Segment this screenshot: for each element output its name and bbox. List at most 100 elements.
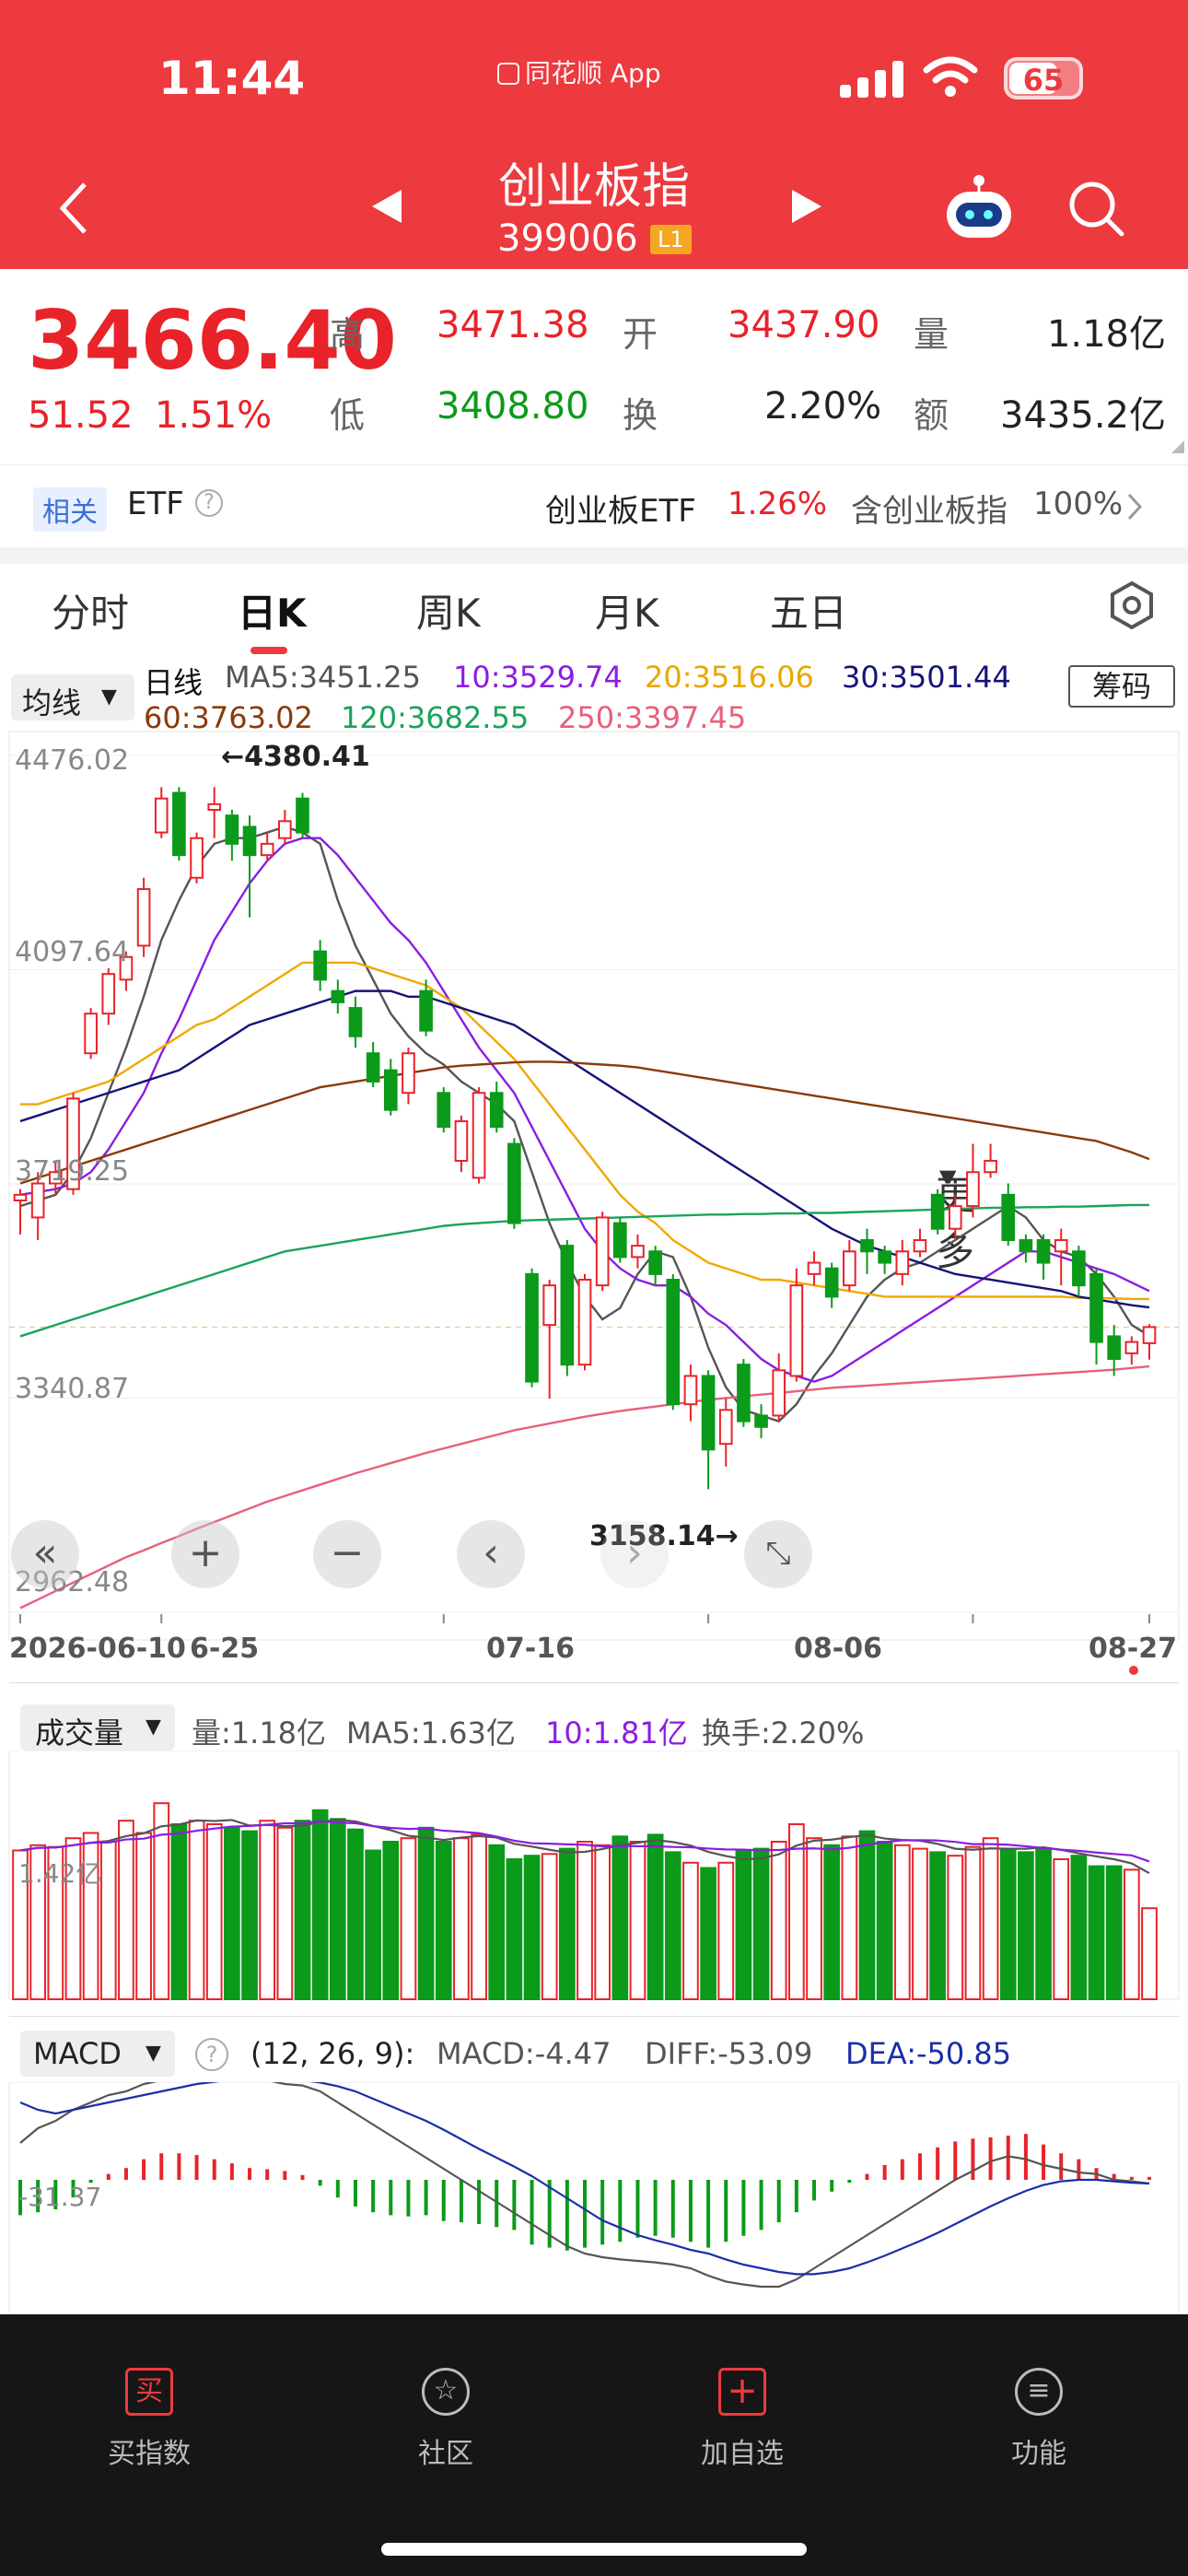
candle	[1019, 1238, 1033, 1253]
volume-bar	[294, 1820, 311, 2000]
price-change: 51.52	[28, 394, 134, 437]
scroll-right-icon[interactable]: ›	[600, 1520, 669, 1588]
candle	[878, 1250, 891, 1264]
settings-icon[interactable]	[1107, 580, 1157, 630]
candle	[612, 1222, 627, 1259]
search-icon[interactable]	[1066, 179, 1125, 238]
candle	[701, 1375, 716, 1451]
volume-bar	[1123, 1868, 1140, 2000]
volume-bar	[629, 1841, 646, 2000]
y-axis-tick: 3340.87	[15, 1373, 130, 1405]
status-app-label: 同花顺 App	[497, 53, 661, 90]
nav-functions[interactable]: ≡ 功能	[947, 2368, 1131, 2471]
back-icon[interactable]	[55, 181, 92, 236]
volume-ma5: MA5:1.63亿	[346, 1715, 516, 1751]
volume-bar	[400, 1837, 417, 2000]
corner-indicator	[1171, 440, 1184, 453]
volume-bar	[241, 1830, 258, 2000]
volume-bar	[1141, 1907, 1158, 2000]
divider	[0, 547, 1188, 564]
help-icon[interactable]: ?	[195, 489, 223, 517]
zoom-in-icon[interactable]: +	[171, 1520, 239, 1588]
candle	[383, 1069, 398, 1111]
candle	[348, 1007, 363, 1037]
zoom-out-icon[interactable]: −	[313, 1520, 381, 1588]
volume-bar	[453, 1837, 470, 2000]
x-axis-tick: 08-06	[794, 1633, 882, 1665]
collapse-left-icon[interactable]: «	[11, 1520, 79, 1588]
divider	[9, 2016, 1179, 2017]
level-badge: L1	[650, 225, 692, 254]
nav-add-watch[interactable]: + 加自选	[701, 2368, 784, 2470]
candle	[913, 1238, 927, 1253]
legend-ma60: 60:3763.02	[144, 700, 313, 735]
robot-assistant-icon[interactable]	[941, 173, 1017, 243]
volume-bar	[594, 1844, 611, 2000]
volume-bar	[205, 1823, 223, 2000]
volume-bar	[541, 1853, 558, 2000]
tab-day-k[interactable]: 日K	[238, 591, 307, 636]
tab-month-k[interactable]: 月K	[595, 591, 659, 636]
macd-value: MACD:-4.47	[437, 2036, 611, 2071]
volume-bar	[752, 1847, 770, 2000]
tab-week-k[interactable]: 周K	[416, 591, 481, 636]
volume-chart[interactable]	[0, 1751, 1188, 2008]
scroll-left-icon[interactable]: ‹	[457, 1520, 525, 1588]
tab-fenshi[interactable]: 分时	[52, 591, 130, 636]
tab-five-day[interactable]: 五日	[770, 591, 848, 636]
volume-bar	[188, 1820, 205, 2000]
volume-indicator-select[interactable]: 成交量 ▼	[20, 1704, 175, 1751]
volume-ma10-line	[19, 1820, 1150, 1863]
macd-chart[interactable]	[0, 2082, 1188, 2327]
ma-mode-select[interactable]: 均线 ▼	[11, 674, 134, 720]
macd-indicator-select[interactable]: MACD ▼	[20, 2031, 175, 2077]
nav-community[interactable]: ☆ 社区	[354, 2368, 538, 2471]
volume-bar	[788, 1823, 805, 2000]
contain-pct: 100%	[1033, 486, 1124, 522]
candle	[136, 888, 151, 947]
candle	[331, 989, 345, 1003]
x-axis-tick: 6-25	[190, 1633, 260, 1665]
turnover-label: 换	[623, 395, 658, 436]
low-marker: 3158.14→	[589, 1520, 739, 1552]
candle	[807, 1261, 821, 1275]
buy-icon: 买	[125, 2368, 173, 2416]
volume-ma10: 10:1.81亿	[545, 1715, 688, 1751]
candle	[560, 1245, 575, 1366]
chart-frame	[8, 731, 1180, 1641]
candle	[843, 1250, 856, 1287]
candlestick-chart[interactable]	[0, 728, 1188, 1649]
help-icon[interactable]: ?	[195, 2038, 228, 2071]
candle	[1054, 1238, 1068, 1253]
ma-line-ma20	[20, 961, 1149, 1301]
nav-buy-index[interactable]: 买 买指数	[57, 2368, 241, 2471]
y-axis-tick: 3719.25	[15, 1155, 130, 1188]
legend-line: 日线	[144, 665, 204, 700]
volume-bar	[1035, 1847, 1052, 2000]
etf-change: 1.26%	[728, 486, 828, 522]
candle	[101, 973, 116, 1015]
high-value: 3471.38	[437, 304, 589, 346]
candle	[242, 825, 257, 857]
candle	[631, 1245, 645, 1259]
volume-bar	[523, 1855, 541, 2000]
menu-icon: ≡	[1015, 2368, 1063, 2416]
open-value: 3437.90	[728, 304, 880, 346]
fullscreen-icon[interactable]: ⤡	[744, 1520, 812, 1588]
prev-stock-icon[interactable]	[368, 188, 405, 225]
volume-bar	[347, 1828, 364, 2000]
volume-axis-tick: 1.42亿	[18, 1858, 102, 1889]
candle	[1124, 1341, 1139, 1354]
candle	[225, 814, 239, 845]
candle	[1036, 1238, 1051, 1264]
volume-bar	[506, 1858, 523, 2000]
candle	[824, 1267, 839, 1298]
volume-bar	[64, 1837, 82, 2000]
volume-bar	[1088, 1865, 1105, 2000]
next-stock-icon[interactable]	[788, 188, 825, 225]
volume-bar	[577, 1841, 593, 2000]
related-bar[interactable]: 相关 ETF ? 创业板ETF 1.26% 含创业板指 100%	[0, 464, 1188, 547]
chip-button[interactable]: 筹码	[1068, 665, 1175, 708]
macd-params: (12, 26, 9):	[250, 2036, 415, 2071]
chart-frame	[8, 2082, 1180, 2324]
